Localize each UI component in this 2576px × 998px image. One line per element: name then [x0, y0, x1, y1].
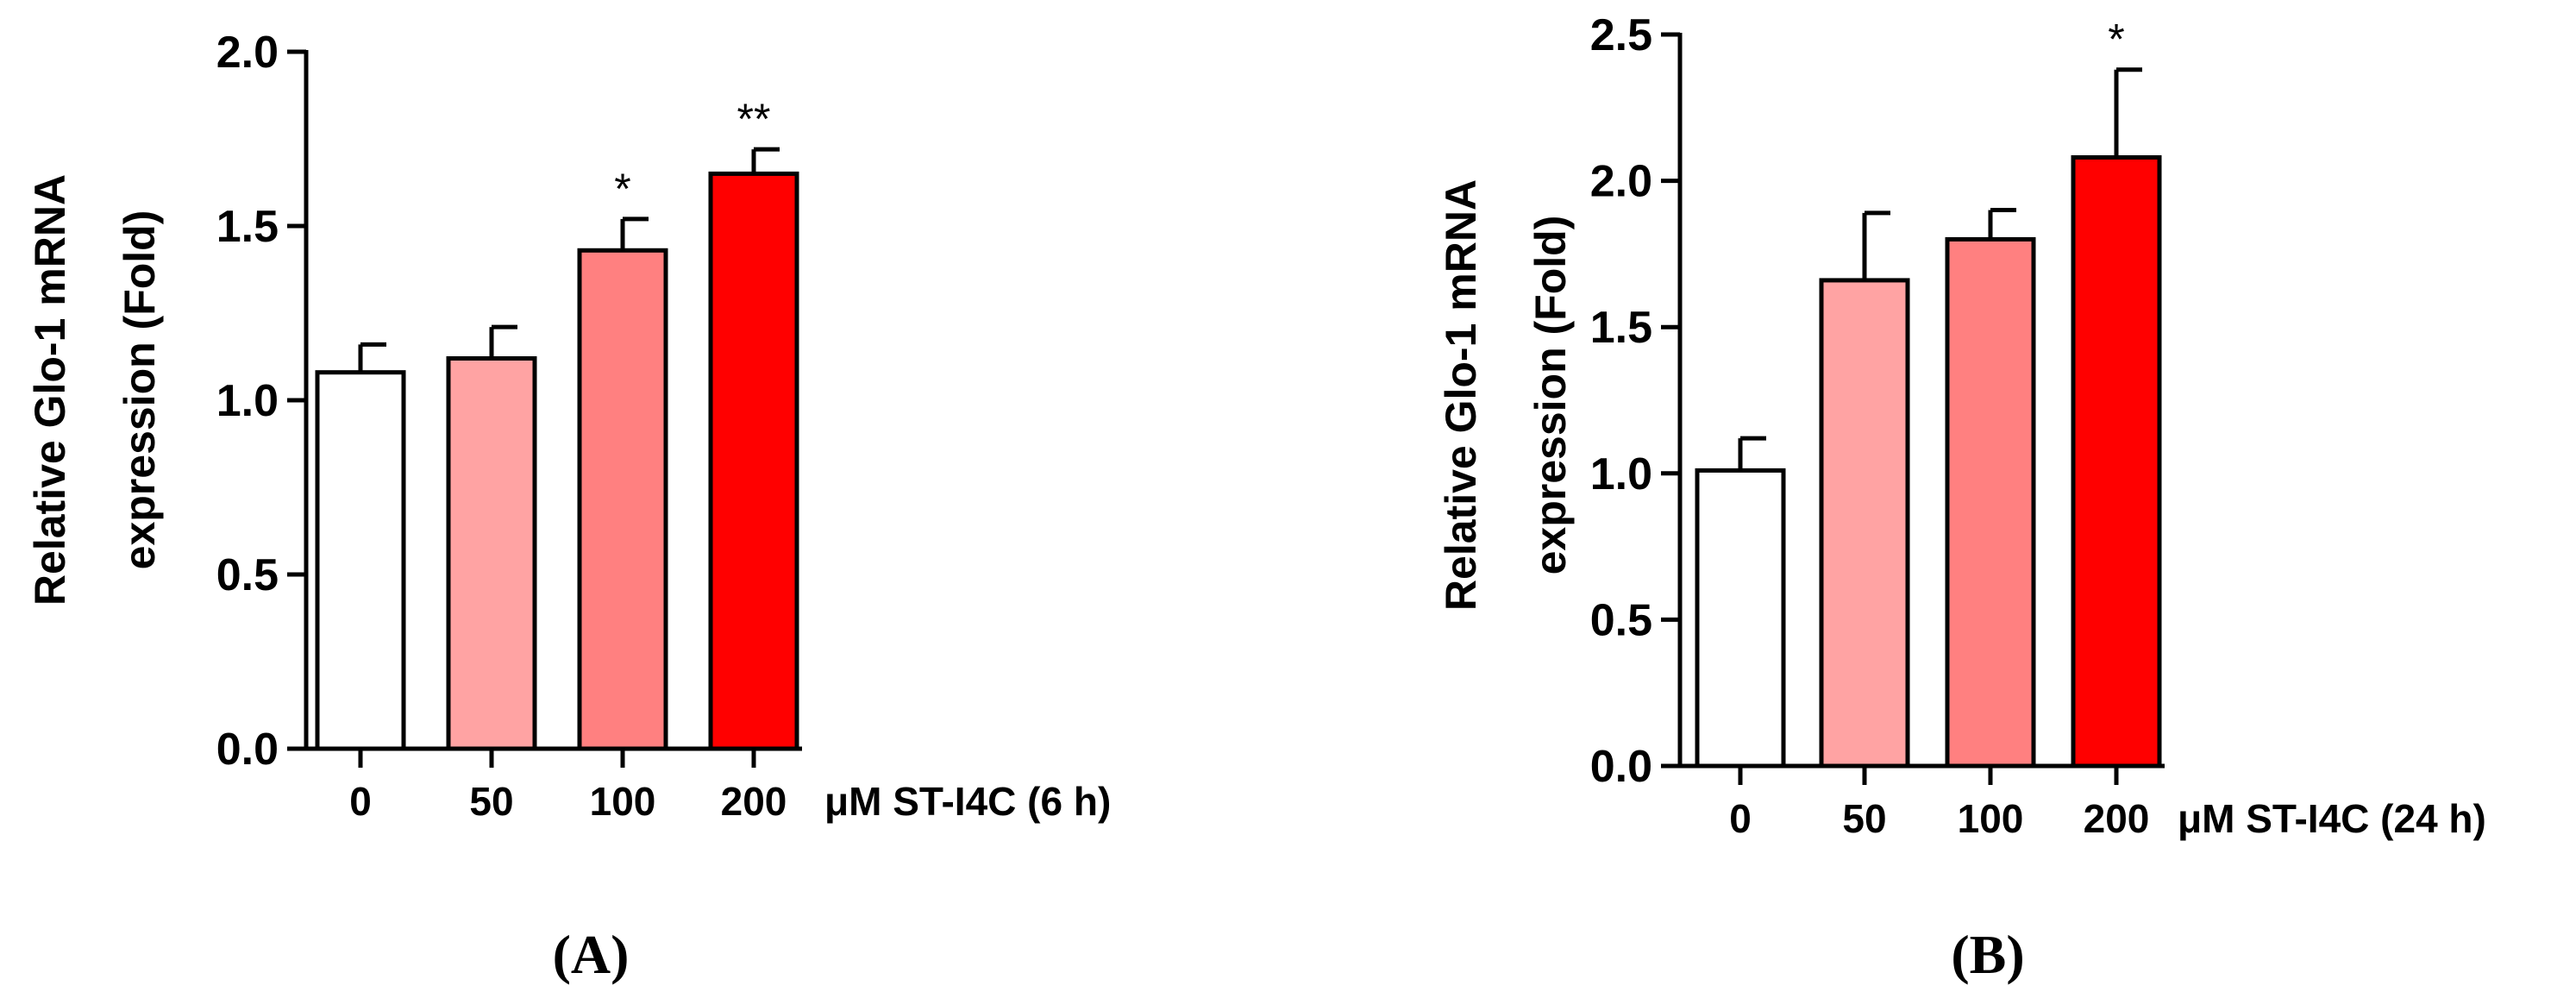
y-tick-label: 1.5: [1590, 303, 1652, 353]
panel-a: 0.0 0.5 1.0 1.5 2.0 0 50 * 100 ** 200 μM ST-I4C (6 …: [26, 28, 1111, 985]
y-tick-label: 2.0: [216, 28, 279, 78]
significance-mark: **: [737, 95, 771, 143]
y-tick-label: 1.5: [216, 202, 279, 252]
y-tick-label: 0.5: [216, 550, 279, 600]
y-tick-label: 0.0: [216, 725, 279, 775]
x-tick-label: 50: [469, 779, 513, 824]
x-tick-label: 100: [1958, 796, 2024, 841]
x-tick-label: 50: [1842, 796, 1886, 841]
y-axis-title-line2: expression (Fold): [116, 210, 164, 570]
panel-label: (B): [1951, 924, 2024, 985]
panel-label: (A): [553, 924, 630, 985]
y-tick-label: 1.0: [216, 376, 279, 426]
bar: [1945, 236, 2036, 769]
y-tick-label: 0.5: [1590, 595, 1652, 645]
x-tick-label: 200: [2084, 796, 2150, 841]
bar: [315, 370, 406, 751]
y-axis-title-line2: expression (Fold): [1526, 216, 1575, 575]
x-axis-title: μM ST-I4C (6 h): [824, 779, 1111, 824]
y-tick-label: 2.5: [1590, 10, 1652, 60]
x-tick-label: 200: [721, 779, 787, 824]
x-tick-label: 0: [349, 779, 372, 824]
bar: [1819, 278, 1910, 769]
bar: [2071, 154, 2162, 769]
significance-mark: *: [2108, 16, 2124, 64]
bar: [446, 356, 537, 751]
x-axis-title: μM ST-I4C (24 h): [2178, 796, 2486, 841]
bar: [708, 171, 799, 751]
panel-b: 0.0 0.5 1.0 1.5 2.0 2.5 0 50 100 * 200 μM ST-I4C (2…: [1437, 10, 2486, 985]
y-axis-title-line1: Relative Glo-1 mRNA: [26, 174, 74, 606]
bar: [1695, 468, 1786, 769]
y-tick-label: 1.0: [1590, 449, 1652, 499]
x-tick-label: 0: [1729, 796, 1752, 841]
y-tick-label: 0.0: [1590, 742, 1652, 792]
significance-mark: *: [614, 165, 630, 213]
x-tick-label: 100: [590, 779, 656, 824]
y-axis-title-line1: Relative Glo-1 mRNA: [1437, 179, 1485, 611]
y-tick-label: 2.0: [1590, 157, 1652, 207]
bar: [577, 248, 668, 751]
